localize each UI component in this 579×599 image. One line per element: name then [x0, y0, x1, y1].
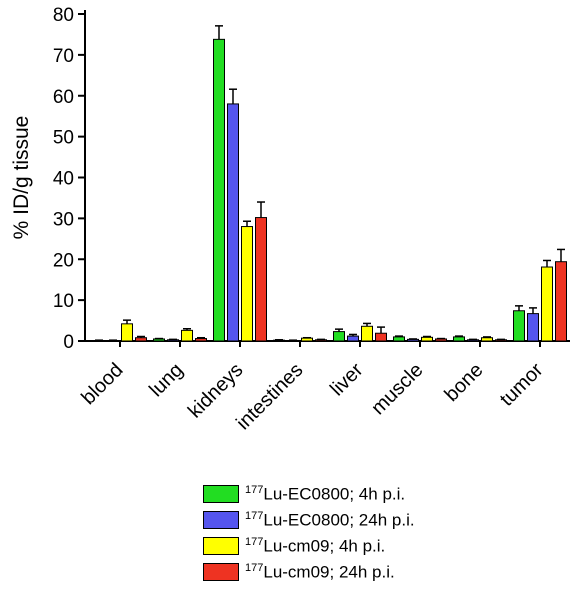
y-tick-label-0: 0 [63, 332, 74, 353]
bar-liver-series-1 [347, 335, 359, 342]
bar-muscle-series-2 [421, 336, 433, 342]
bar-kidneys-series-2 [241, 226, 253, 342]
x-tick-label-intestines: intestines [232, 359, 307, 434]
bar-tumor-series-3 [555, 261, 567, 342]
bar-liver-series-0 [333, 331, 345, 342]
legend-swatch-2 [203, 537, 239, 555]
legend-swatch-1 [203, 511, 239, 529]
legend-label-0: 177Lu-EC0800; 4h p.i. [245, 484, 405, 505]
legend-label-1: 177Lu-EC0800; 24h p.i. [245, 510, 415, 531]
y-axis-label: % ID/g tissue [10, 116, 33, 240]
legend-text-0: Lu-EC0800; 4h p.i. [263, 484, 406, 504]
y-tick-label-8: 80 [53, 5, 74, 26]
bar-blood-series-3 [135, 337, 147, 342]
bar-kidneys-series-0 [213, 38, 225, 342]
y-tick-label-1: 10 [53, 291, 74, 312]
bar-tumor-series-0 [513, 310, 525, 342]
legend-text-2: Lu-cm09; 4h p.i. [263, 536, 386, 556]
y-tick-label-4: 40 [53, 169, 74, 190]
legend-sup-2: 177 [245, 535, 264, 548]
x-tick-label-lung: lung [145, 359, 187, 401]
bar-kidneys-series-1 [227, 103, 239, 342]
y-tick-label-3: 30 [53, 209, 74, 230]
legend-label-3: 177Lu-cm09; 24h p.i. [245, 562, 395, 583]
legend-swatch-3 [203, 563, 239, 581]
legend-item-0: 177Lu-EC0800; 4h p.i. [203, 484, 415, 504]
bar-blood-series-2 [121, 323, 133, 342]
bar-tumor-series-1 [527, 313, 539, 342]
legend-sup-0: 177 [245, 483, 264, 496]
legend-sup-1: 177 [245, 509, 264, 522]
legend-item-1: 177Lu-EC0800; 24h p.i. [203, 510, 415, 530]
x-tick-label-liver: liver [326, 359, 368, 401]
legend-swatch-0 [203, 485, 239, 503]
legend-sup-3: 177 [245, 561, 264, 574]
y-tick-label-5: 50 [53, 128, 74, 149]
bar-bone-series-0 [453, 336, 465, 342]
legend-text-1: Lu-EC0800; 24h p.i. [263, 510, 415, 530]
chart-legend: 177Lu-EC0800; 4h p.i. 177Lu-EC0800; 24h … [203, 484, 415, 588]
bar-lung-series-3 [195, 338, 207, 342]
legend-item-3: 177Lu-cm09; 24h p.i. [203, 562, 415, 582]
y-tick-label-2: 20 [53, 250, 74, 271]
legend-item-2: 177Lu-cm09; 4h p.i. [203, 536, 415, 556]
y-tick-label-6: 60 [53, 87, 74, 108]
bar-tumor-series-2 [541, 266, 553, 342]
x-tick-label-tumor: tumor [496, 359, 548, 411]
legend-label-2: 177Lu-cm09; 4h p.i. [245, 536, 385, 557]
bar-kidneys-series-3 [255, 217, 267, 342]
bar-liver-series-2 [361, 325, 373, 342]
x-tick-label-blood: blood [77, 359, 127, 409]
bar-bone-series-2 [481, 337, 493, 342]
legend-text-3: Lu-cm09; 24h p.i. [263, 562, 395, 582]
bar-intestines-series-2 [301, 337, 313, 342]
bar-lung-series-2 [181, 329, 193, 342]
bar-muscle-series-0 [393, 336, 405, 342]
x-tick-label-bone: bone [441, 359, 488, 406]
y-tick-label-7: 70 [53, 46, 74, 67]
x-tick-label-muscle: muscle [367, 359, 427, 419]
bar-liver-series-3 [375, 332, 387, 342]
